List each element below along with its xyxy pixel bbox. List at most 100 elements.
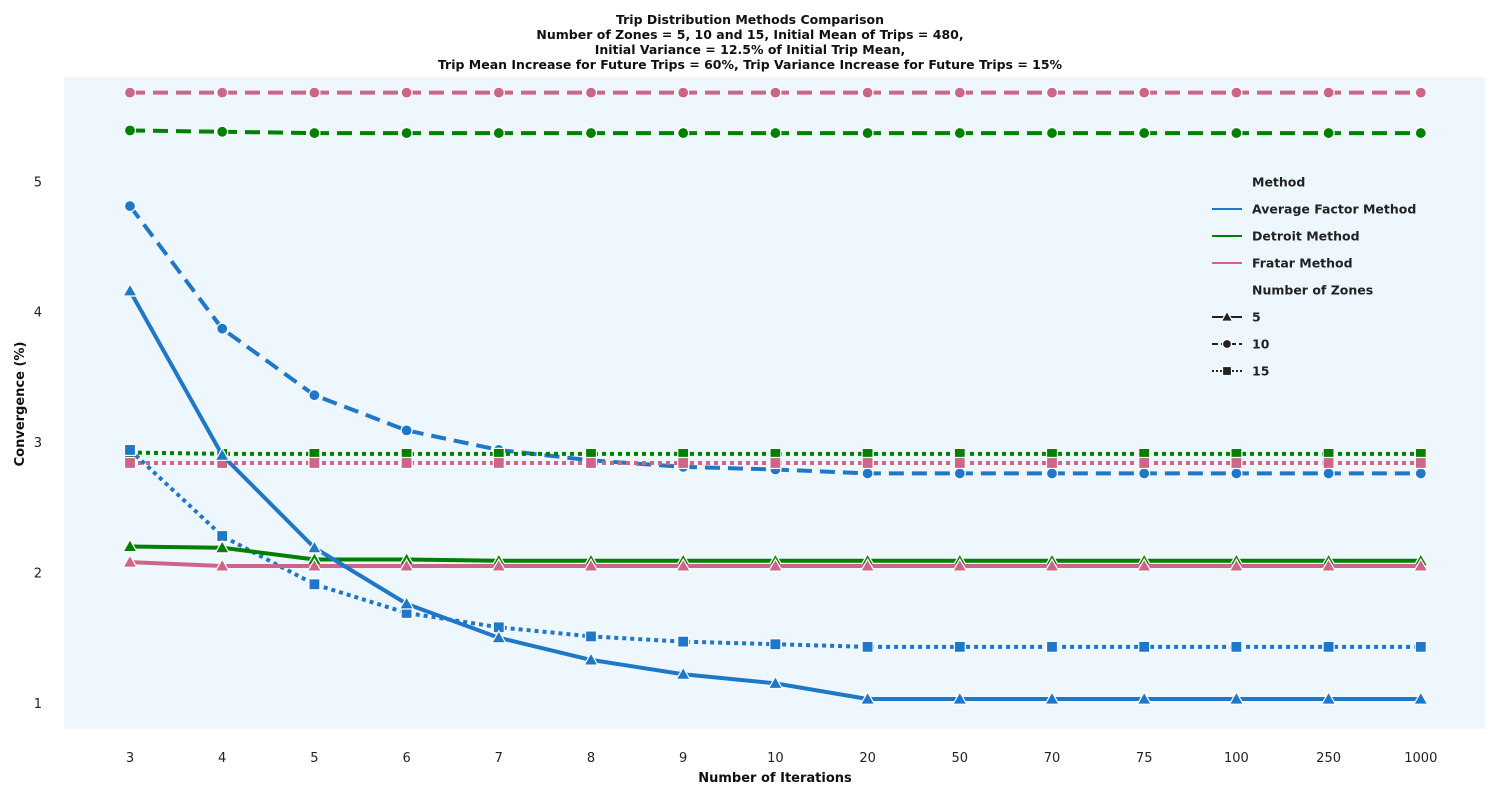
data-point — [123, 124, 137, 137]
data-point — [1138, 640, 1151, 653]
legend-item-fratar-method: Fratar Method — [1212, 256, 1353, 271]
legend-label: 15 — [1252, 364, 1269, 379]
data-point — [214, 539, 231, 554]
data-point — [123, 199, 137, 213]
data-point — [308, 456, 321, 470]
data-point — [677, 126, 690, 140]
data-point — [1138, 126, 1151, 140]
data-point — [1230, 456, 1243, 470]
data-point — [769, 456, 782, 470]
x-axis-ticks: 3 4 5 6 7 8 9 10 20 50 70 75 100 250 1000 — [126, 751, 1437, 766]
data-point — [677, 86, 690, 99]
data-point — [308, 126, 321, 140]
x-tick-label: 1000 — [1404, 751, 1437, 766]
data-point — [216, 125, 229, 138]
data-point — [398, 595, 415, 610]
data-point — [122, 538, 138, 553]
data-point — [861, 467, 874, 480]
data-point — [1228, 690, 1245, 705]
data-point — [123, 86, 137, 99]
title-line-4: Trip Mean Increase for Future Trips = 60… — [437, 57, 1063, 72]
data-point — [492, 456, 505, 470]
legend-label: 5 — [1252, 310, 1261, 325]
data-point — [1412, 557, 1429, 572]
series-line — [129, 450, 1421, 456]
x-tick-label: 8 — [587, 751, 595, 766]
x-tick-label: 100 — [1224, 751, 1249, 766]
data-point — [584, 456, 598, 470]
data-point — [123, 456, 137, 470]
y-tick-label: 4 — [34, 306, 42, 321]
data-point — [400, 86, 413, 99]
data-point — [1044, 690, 1060, 705]
data-point — [400, 456, 413, 470]
series-average-factor-method-5-zones — [122, 282, 1429, 705]
data-point — [953, 640, 966, 653]
data-point — [1230, 467, 1243, 480]
data-point — [861, 456, 874, 470]
data-point — [1414, 126, 1427, 140]
series-detroit-method-10-zones — [123, 124, 1427, 140]
data-point — [1230, 126, 1243, 140]
data-point — [583, 557, 599, 572]
data-point — [953, 467, 966, 480]
x-tick-label: 3 — [126, 751, 134, 766]
data-point — [1414, 640, 1427, 653]
x-tick-label: 6 — [402, 751, 410, 766]
x-axis-label: Number of Iterations — [698, 771, 852, 786]
data-point — [859, 690, 876, 705]
x-tick-label: 250 — [1316, 751, 1341, 766]
x-tick-label: 50 — [952, 751, 969, 766]
data-point — [677, 635, 690, 648]
data-point — [123, 443, 137, 457]
data-point — [306, 557, 323, 572]
data-point — [1322, 640, 1335, 653]
y-axis-label: Convergence (%) — [13, 342, 28, 467]
data-point — [675, 557, 692, 572]
data-point — [398, 557, 415, 572]
data-point — [859, 557, 876, 572]
legend-label: 10 — [1252, 337, 1270, 352]
data-point — [1228, 557, 1245, 572]
data-point — [953, 456, 966, 470]
data-point — [490, 629, 507, 644]
data-point — [1045, 467, 1059, 480]
data-point — [769, 638, 782, 651]
legend-label: Fratar Method — [1252, 256, 1353, 271]
data-point — [1045, 640, 1059, 653]
data-point — [1138, 467, 1151, 480]
data-point — [767, 675, 784, 690]
data-point — [308, 578, 321, 591]
data-point — [675, 666, 692, 680]
title-line-2: Number of Zones = 5, 10 and 15, Initial … — [536, 27, 964, 42]
data-point — [951, 557, 968, 572]
legend-item-zones-5: 5 — [1212, 310, 1261, 325]
data-point — [1045, 86, 1059, 99]
y-tick-label: 1 — [34, 697, 42, 712]
data-point — [584, 86, 598, 99]
data-point — [490, 557, 507, 572]
data-point — [861, 126, 874, 140]
x-tick-label: 4 — [218, 751, 226, 766]
data-point — [584, 126, 598, 140]
legend-item-average-factor-method: Average Factor Method — [1212, 202, 1416, 217]
data-point — [400, 126, 413, 140]
plot-area — [64, 77, 1485, 729]
data-point — [1322, 126, 1335, 140]
y-tick-label: 2 — [34, 567, 42, 582]
data-point — [1322, 456, 1335, 470]
legend: Method Average Factor Method Detroit Metho… — [1212, 175, 1416, 379]
data-point — [584, 630, 598, 643]
legend-marker — [1221, 338, 1233, 350]
legend-item-zones-15: 15 — [1212, 364, 1269, 379]
data-point — [1414, 456, 1427, 470]
data-point — [1322, 467, 1335, 480]
legend-label: Detroit Method — [1252, 229, 1360, 244]
data-point — [951, 690, 968, 705]
x-tick-label: 7 — [495, 751, 503, 766]
data-point — [492, 86, 505, 99]
data-point — [1414, 467, 1427, 480]
title-line-1: Trip Distribution Methods Comparison — [615, 12, 885, 27]
data-point — [400, 424, 413, 437]
data-point — [861, 640, 874, 653]
